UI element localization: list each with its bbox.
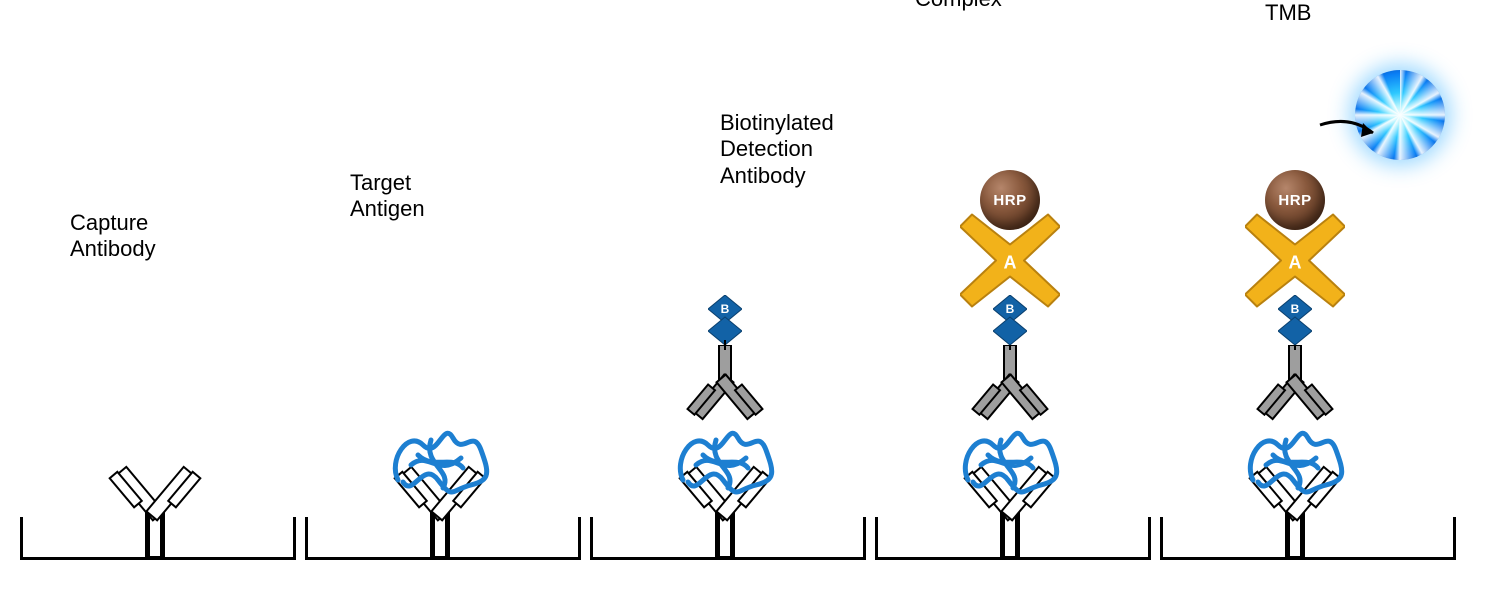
detection-antibody-icon: [1245, 345, 1345, 425]
hrp-icon: HRP: [1265, 170, 1325, 230]
biotin-icon: [708, 295, 742, 345]
arrow-icon: [1315, 115, 1385, 155]
panel-5: HRP TMB: [1160, 460, 1450, 560]
label-detection: Biotinylated Detection Antibody: [720, 110, 834, 189]
elisa-diagram: Capture Antibody Target Antigen Biotinyl…: [0, 0, 1500, 600]
hrp-text: HRP: [993, 192, 1026, 209]
label-capture: Capture Antibody: [70, 210, 156, 263]
panel-2: Target Antigen: [305, 460, 575, 560]
linker: [724, 340, 726, 350]
panel-3: Biotinylated Detection Antibody: [590, 460, 860, 560]
label-streptavidin: Streptavidin-HRP Complex: [915, 0, 1085, 13]
hrp-text: HRP: [1278, 192, 1311, 209]
panel-1: Capture Antibody: [20, 460, 290, 560]
antigen-icon: [383, 410, 498, 500]
capture-antibody-icon: [90, 457, 220, 557]
label-tmb: TMB: [1265, 0, 1311, 26]
detection-antibody-icon: [675, 345, 775, 425]
detection-antibody-icon: [960, 345, 1060, 425]
hrp-icon: HRP: [980, 170, 1040, 230]
label-antigen: Target Antigen: [350, 170, 425, 223]
panel-4: Streptavidin-HRP Complex HRP: [875, 460, 1145, 560]
